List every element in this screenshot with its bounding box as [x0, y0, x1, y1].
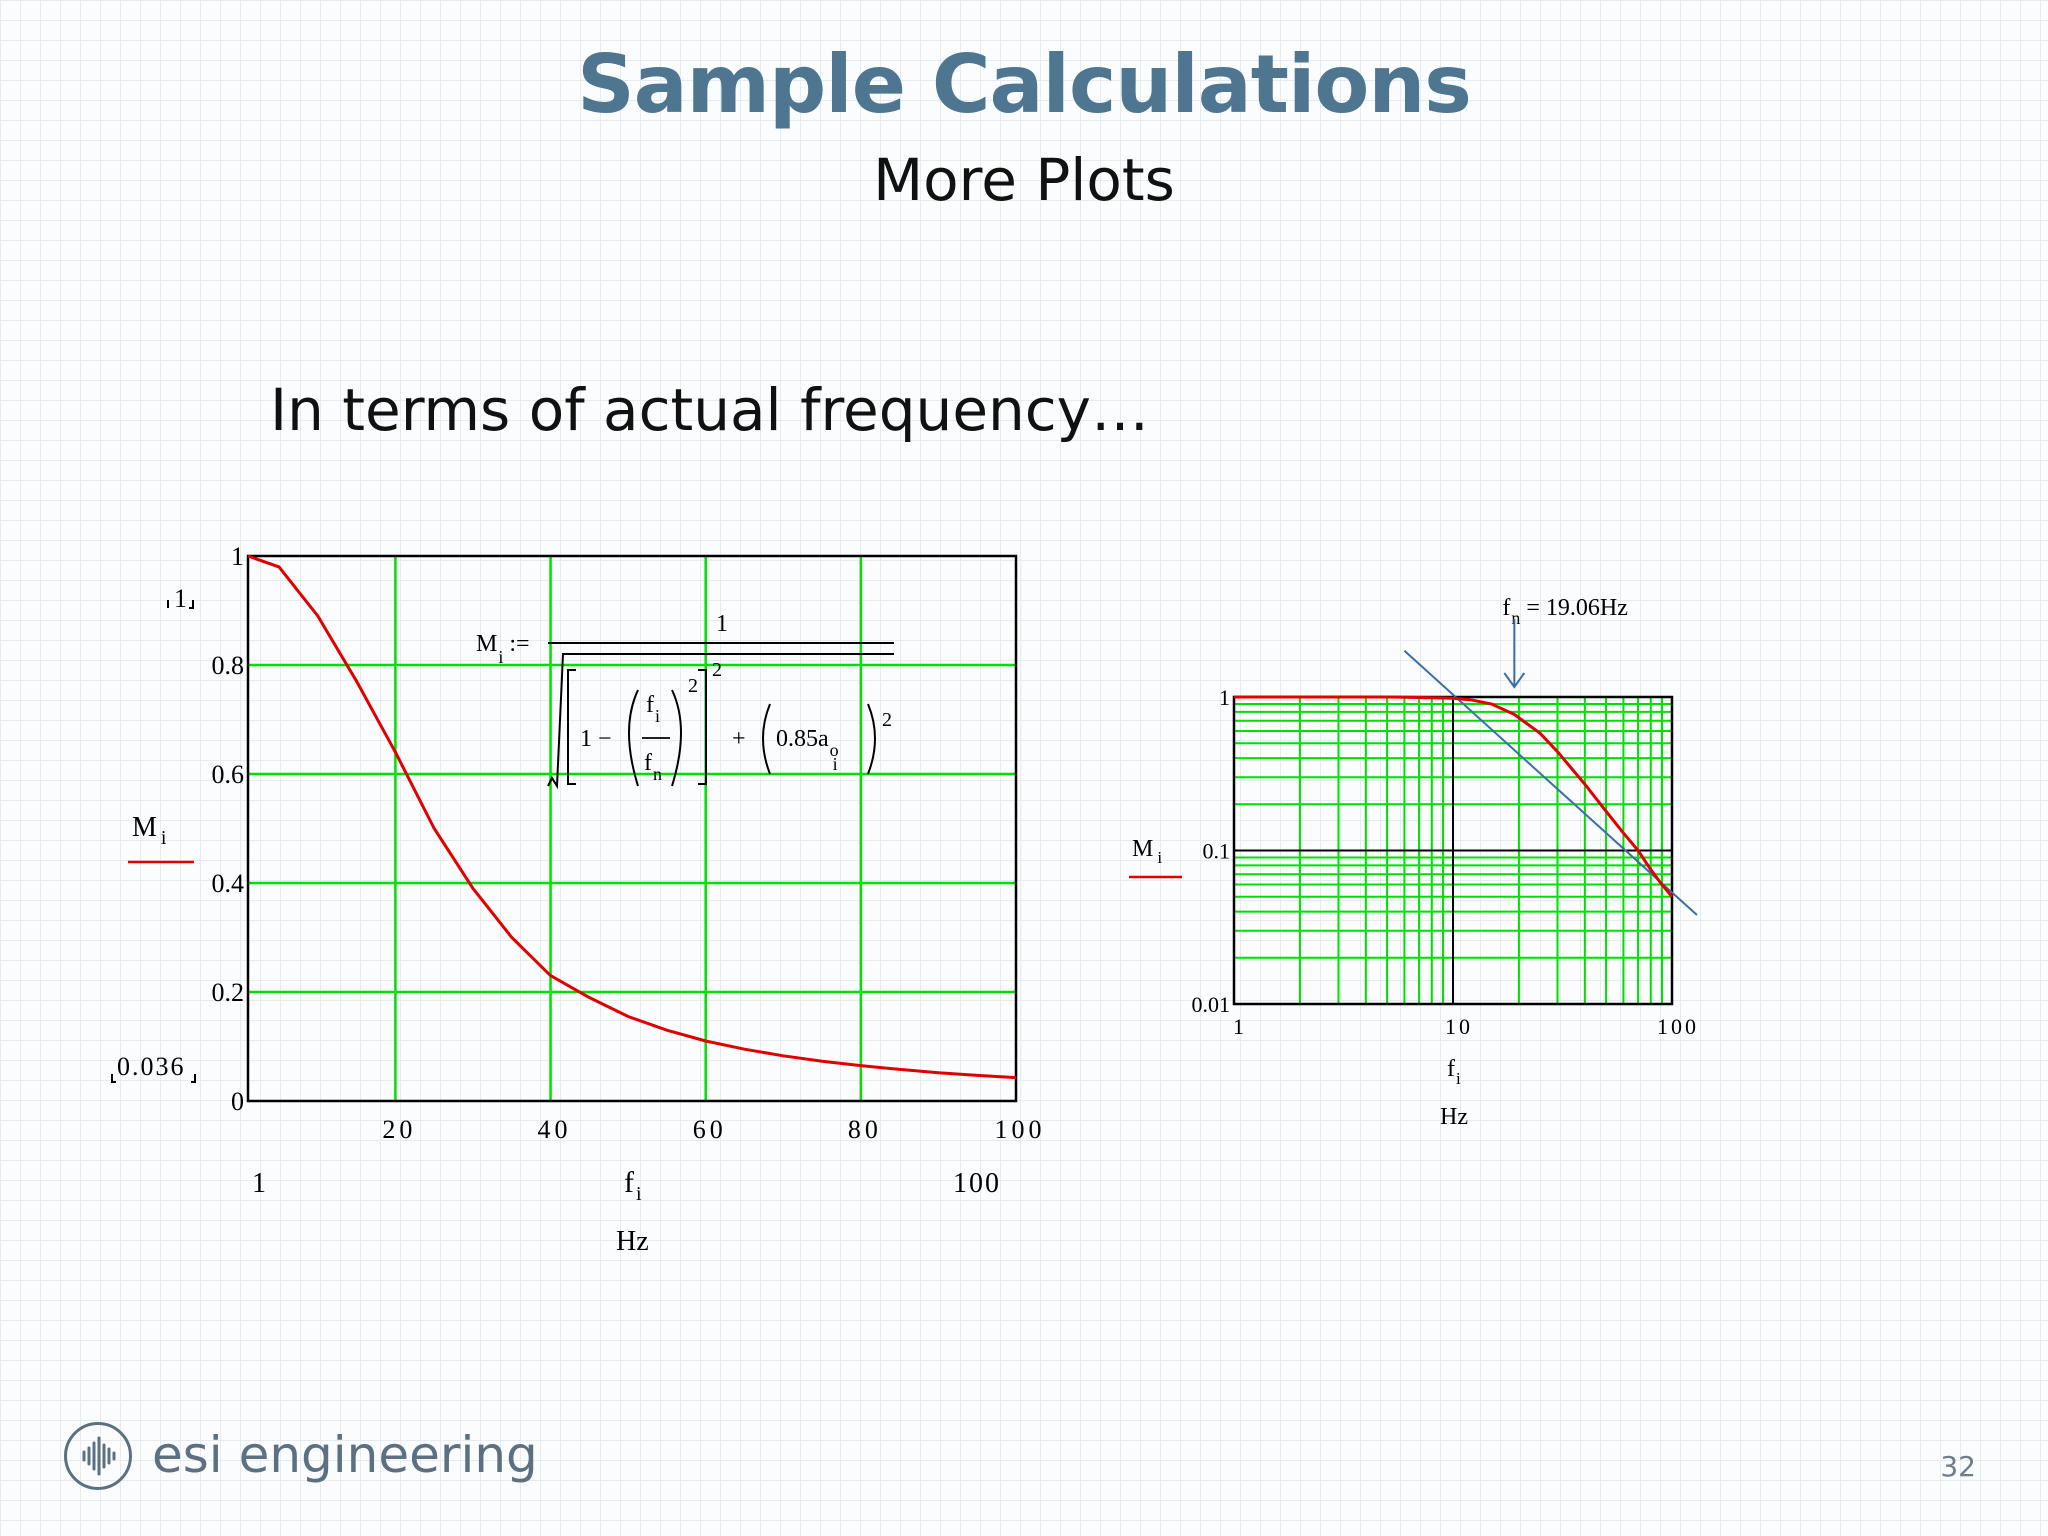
formula-paren-right	[671, 689, 682, 787]
linear-chart-ymin-bracket	[111, 1074, 196, 1083]
loglog-chart-x-ticks: 1 10 100	[1233, 1014, 1699, 1039]
loglog-y-tick-label: 0.1	[1203, 839, 1231, 864]
section-heading: In terms of actual frequency…	[270, 376, 1149, 444]
page-number: 32	[1940, 1450, 1976, 1483]
loglog-x-tick-label: 1	[1233, 1014, 1247, 1039]
loglog-chart-x-unit: Hz	[1440, 1104, 1468, 1130]
magnification-formula: Mi:= 1 1 − fi fn 2 2 + 0.85ao i 2	[476, 611, 894, 790]
linear-y-tick-label: 0.4	[212, 869, 245, 898]
loglog-chart-x-label: fi	[1447, 1056, 1461, 1088]
linear-chart-xmax-marker: 100	[953, 1168, 1001, 1199]
company-logo: esi engineering	[64, 1422, 564, 1498]
natural-frequency-arrow	[1503, 619, 1526, 689]
slide-title: Sample Calculations	[577, 38, 1472, 131]
natural-frequency-annotation: fn = 19.06Hz	[1502, 595, 1628, 628]
loglog-chart-asymptote	[1403, 650, 1698, 916]
linear-chart-curve	[247, 554, 1017, 1080]
formula-f-den: fn	[644, 750, 662, 784]
linear-chart-ymax-marker: 1	[174, 584, 187, 613]
linear-chart-xmin-marker: 1	[252, 1168, 266, 1199]
loglog-chart-y-ticks: 0.01 0.1 1	[1192, 685, 1231, 1017]
loglog-chart-curve	[1234, 695, 1674, 898]
formula-sqrt-sign	[547, 653, 894, 790]
loglog-x-tick-label: 10	[1445, 1014, 1473, 1039]
formula-f-num: fi	[646, 692, 660, 726]
formula-coef-exp: 2	[882, 709, 892, 731]
soundwave-icon	[64, 1422, 132, 1490]
formula-numerator: 1	[716, 611, 728, 637]
linear-chart-x-ticks: 20 40 60 80 100	[382, 1115, 1046, 1144]
linear-chart-frame	[246, 554, 1018, 1103]
linear-y-tick-label: 0.2	[212, 978, 245, 1007]
formula-lhs: Mi:=	[476, 631, 530, 667]
loglog-x-tick-label: 100	[1657, 1014, 1699, 1039]
linear-chart-y-ticks: 0 0.2 0.4 0.6 0.8 1	[212, 542, 245, 1116]
linear-x-tick-label: 40	[538, 1115, 572, 1144]
formula-coef: 0.85ao i	[776, 726, 839, 774]
linear-y-tick-label: 1	[231, 542, 244, 571]
formula-paren2-left	[762, 703, 771, 775]
linear-x-tick-label: 80	[848, 1115, 882, 1144]
linear-x-tick-label: 20	[382, 1115, 416, 1144]
formula-one-minus: 1 −	[580, 726, 612, 752]
company-name: esi engineering	[152, 1426, 538, 1484]
loglog-y-tick-label: 1	[1219, 685, 1230, 710]
loglog-y-tick-label: 0.01	[1192, 992, 1231, 1017]
formula-right-bracket	[698, 669, 707, 785]
formula-inner-exp: 2	[688, 675, 698, 697]
linear-x-tick-label: 100	[995, 1115, 1046, 1144]
linear-chart-grid	[248, 556, 1016, 1101]
linear-y-tick-label: 0.8	[212, 651, 245, 680]
linear-y-tick-label: 0.6	[212, 760, 245, 789]
formula-left-bracket	[567, 669, 576, 785]
formula-outer-exp: 2	[712, 659, 722, 681]
linear-chart-ymin-marker: 0.036	[117, 1052, 186, 1081]
linear-chart-ymax-bracket	[167, 600, 194, 609]
formula-paren2-right	[867, 703, 876, 775]
formula-plus: +	[732, 726, 746, 752]
linear-x-tick-label: 60	[693, 1115, 727, 1144]
linear-y-tick-label: 0	[231, 1087, 244, 1116]
loglog-chart-grid	[1234, 697, 1672, 1004]
formula-paren-left	[628, 689, 639, 787]
linear-chart-x-unit: Hz	[616, 1226, 649, 1257]
slide-subtitle: More Plots	[873, 146, 1175, 214]
